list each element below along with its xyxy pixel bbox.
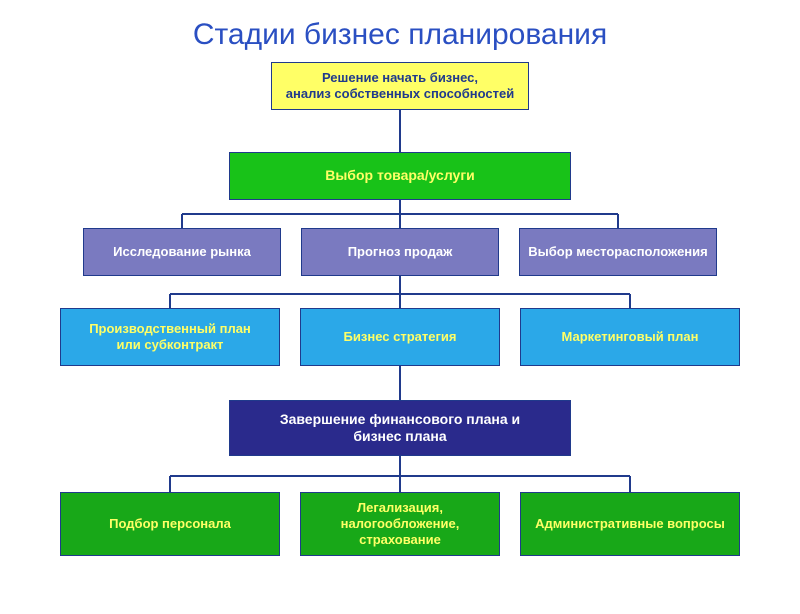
node-research: Исследование рынка xyxy=(83,228,281,276)
node-finplan: Завершение финансового плана ибизнес пла… xyxy=(229,400,571,456)
node-choice: Выбор товара/услуги xyxy=(229,152,571,200)
node-decision: Решение начать бизнес,анализ собственных… xyxy=(271,62,529,110)
node-prodplan: Производственный планили субконтракт xyxy=(60,308,280,366)
node-admin: Административные вопросы xyxy=(520,492,740,556)
node-marketing: Маркетинговый план xyxy=(520,308,740,366)
node-hr: Подбор персонала xyxy=(60,492,280,556)
node-location: Выбор месторасположения xyxy=(519,228,717,276)
node-legal: Легализация,налогообложение,страхование xyxy=(300,492,500,556)
node-strategy: Бизнес стратегия xyxy=(300,308,500,366)
diagram-title: Стадии бизнес планирования xyxy=(0,0,800,60)
node-forecast: Прогноз продаж xyxy=(301,228,499,276)
